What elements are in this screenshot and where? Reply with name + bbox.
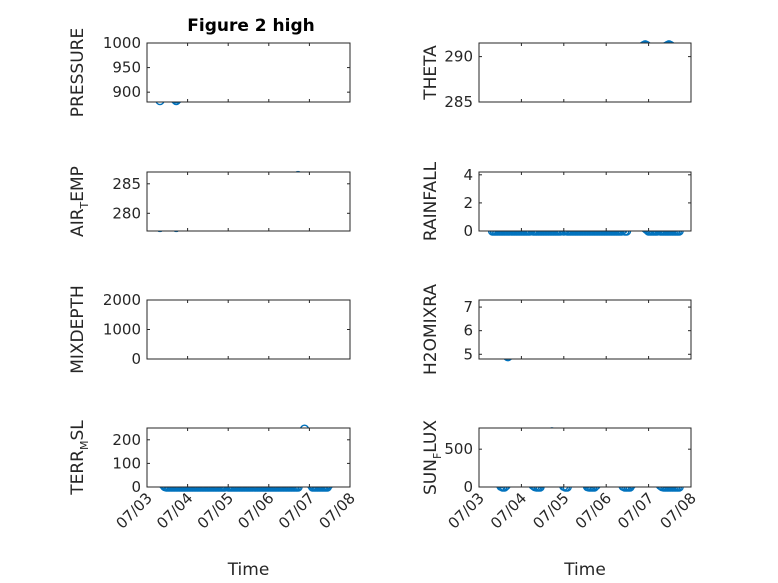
- subplot-7: 010020007/0307/0407/0507/0607/0707/08Tim…: [68, 420, 359, 580]
- y-tick-label: 7: [463, 298, 473, 316]
- x-tick-label: 07/08: [316, 489, 359, 532]
- y-tick-label: 2000: [103, 291, 141, 309]
- axes-box: [478, 427, 692, 488]
- y-axis-label: MIXDEPTH: [68, 285, 88, 374]
- y-tick-label: 500: [444, 440, 473, 458]
- y-tick-label: 0: [463, 478, 473, 496]
- subplot-4: 0 2 4 RAINFALL: [421, 161, 692, 241]
- axes-box: [478, 171, 692, 232]
- y-axis-label: SUNFLUX: [421, 420, 444, 495]
- subplot-5: 0 1000 2000 MIXDEPTH: [68, 285, 351, 374]
- axes-box: [146, 42, 351, 103]
- y-tick-label: 0: [131, 350, 141, 368]
- y-axis-label: H2OMIXRA: [421, 284, 441, 375]
- x-tick-label: 07/05: [194, 489, 237, 532]
- y-tick-label: 5: [463, 345, 473, 363]
- y-tick-label: 285: [444, 93, 473, 111]
- y-axis-label: AIRTEMP: [68, 166, 91, 237]
- y-tick-label: 950: [112, 59, 141, 77]
- x-tick-label: 07/04: [153, 489, 196, 532]
- y-axis-label: RAINFALL: [421, 161, 441, 241]
- figure-title: Figure 2 high: [187, 16, 315, 36]
- y-tick-label: 285: [112, 175, 141, 193]
- y-tick-label: 0: [463, 222, 473, 240]
- y-tick-label: 0: [131, 478, 141, 496]
- axes-box: [146, 427, 351, 488]
- x-tick-label: 07/07: [614, 489, 657, 532]
- axes-box: [146, 171, 351, 232]
- y-tick-label: 1000: [103, 321, 141, 339]
- y-axis-label: PRESSURE: [68, 28, 88, 117]
- x-axis-label: Time: [563, 560, 606, 580]
- subplot-3: 280 285 AIRTEMP: [68, 166, 351, 237]
- y-tick-label: 200: [112, 431, 141, 449]
- x-tick-label: 07/06: [234, 489, 277, 532]
- y-tick-label: 1000: [103, 34, 141, 52]
- y-tick-label: 280: [112, 204, 141, 222]
- x-tick-label: 07/05: [529, 489, 572, 532]
- subplot-6: 5 6 7 H2OMIXRA: [421, 284, 692, 375]
- y-tick-label: 290: [444, 48, 473, 66]
- x-tick-label: 07/04: [487, 489, 530, 532]
- x-tick-label: 07/06: [572, 489, 615, 532]
- x-axis-label: Time: [227, 560, 270, 580]
- subplot-1: 900 950 1000 PRESSURE: [68, 28, 351, 117]
- axes-box: [478, 42, 692, 103]
- y-tick-label: 6: [463, 322, 473, 340]
- y-tick-label: 900: [112, 83, 141, 101]
- y-tick-label: 100: [112, 454, 141, 472]
- axes-box: [478, 299, 692, 360]
- x-tick-label: 07/07: [275, 489, 318, 532]
- y-axis-label: TERRMSL: [68, 420, 91, 496]
- y-tick-label: 4: [463, 166, 473, 184]
- y-tick-label: 2: [463, 194, 473, 212]
- axes-box: [146, 299, 351, 360]
- x-tick-label: 07/08: [657, 489, 700, 532]
- y-axis-label: THETA: [421, 45, 441, 101]
